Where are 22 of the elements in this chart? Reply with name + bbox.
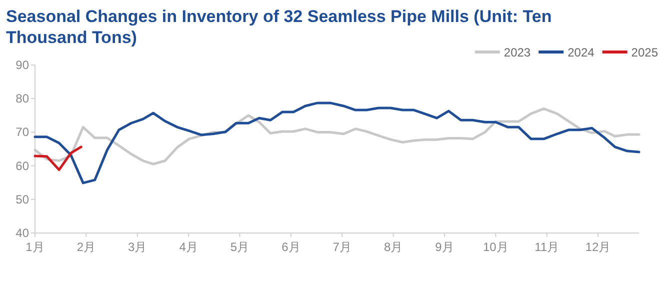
y-tick-label: 80 (16, 92, 30, 106)
x-tick-label: 7月 (332, 240, 352, 254)
y-tick-label: 70 (16, 125, 30, 140)
x-tick-label: 12月 (585, 240, 611, 254)
y-tick-label: 40 (16, 226, 30, 240)
legend-label: 2025 (631, 46, 658, 60)
x-tick-label: 5月 (230, 240, 250, 254)
y-tick-label: 60 (16, 158, 30, 173)
x-tick-label: 9月 (435, 240, 454, 254)
legend-label: 2023 (504, 46, 531, 60)
x-tick-label: 6月 (282, 240, 300, 254)
x-tick-label: 10月 (483, 240, 508, 254)
y-tick-label: 50 (16, 192, 30, 206)
y-tick-label: 90 (16, 58, 30, 72)
x-tick-label: 8月 (384, 240, 403, 254)
x-tick-label: 3月 (128, 240, 147, 254)
title: Seasonal Changes in Inventory of 32 Seamless Pipe Mills (Unit: Ten Thousand Tons) (6, 7, 552, 47)
legend-label: 2024 (568, 46, 595, 60)
x-tick-label: 11月 (534, 240, 560, 254)
x-tick-label: 4月 (179, 240, 198, 254)
x-tick-label: 2月 (76, 240, 96, 254)
x-tick-label: 1月 (26, 240, 44, 254)
